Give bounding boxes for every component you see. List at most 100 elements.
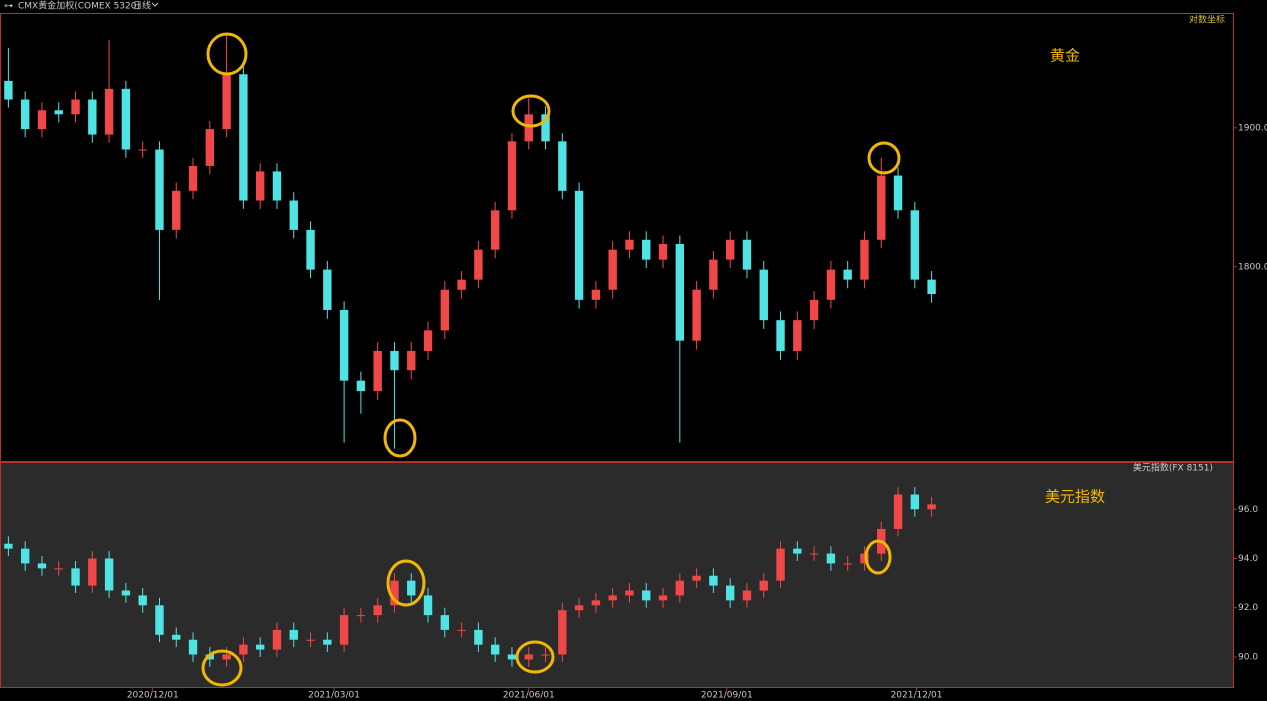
candle-body xyxy=(474,249,483,280)
candle-body xyxy=(809,299,819,321)
candle-body xyxy=(4,543,13,549)
candle-body xyxy=(524,114,533,142)
candle-body xyxy=(88,558,97,586)
candle-body xyxy=(608,595,617,601)
candle-body xyxy=(104,558,114,591)
highlight-ring xyxy=(201,649,243,687)
candle-body xyxy=(390,350,399,371)
candle-body xyxy=(490,210,500,250)
candle-body xyxy=(675,580,685,596)
candle-body xyxy=(507,141,517,211)
candle-body xyxy=(71,568,80,586)
candle-body xyxy=(776,320,785,351)
candle-body xyxy=(877,175,886,240)
dxy-title: 美元指数(FX 8151) xyxy=(1133,462,1213,474)
candle-body xyxy=(541,654,550,656)
candle-body xyxy=(440,615,450,630)
candle-body xyxy=(759,580,768,591)
candle-body xyxy=(759,269,768,321)
candle-body xyxy=(306,229,315,270)
dxy-panel xyxy=(0,462,1234,688)
candle-body xyxy=(658,595,668,601)
candle-body xyxy=(558,141,567,191)
candle-body xyxy=(155,149,164,230)
candle-body xyxy=(541,114,550,142)
candle-body xyxy=(104,88,114,135)
candle-body xyxy=(826,553,836,564)
candle-body xyxy=(457,629,466,631)
plot-area: 1800.0 1900.0 90.0 92.0 94.0 96.0 2020/12/01 20… xyxy=(4,34,1267,701)
candle-body xyxy=(54,568,63,570)
candle-body xyxy=(205,129,215,166)
candle-body xyxy=(826,269,836,300)
candle-body xyxy=(742,239,752,270)
candle-body xyxy=(71,99,80,115)
candle-body xyxy=(507,654,517,660)
candle-body xyxy=(37,110,47,130)
highlight-ring xyxy=(383,418,417,458)
candle-body xyxy=(675,244,685,341)
candle-body xyxy=(625,590,634,596)
gold-annotation: 黄金 xyxy=(1050,47,1080,65)
candle-body xyxy=(793,320,802,351)
candle-body xyxy=(725,239,735,260)
candle-body xyxy=(289,629,298,640)
candle-body xyxy=(272,629,282,650)
candle-body xyxy=(893,494,903,529)
candle-body xyxy=(407,350,416,371)
candle-body xyxy=(172,634,181,640)
candle-body xyxy=(608,249,617,290)
candle-body xyxy=(356,615,366,617)
candle-body xyxy=(239,74,248,201)
candle-body xyxy=(692,289,701,341)
y-tick-label: 92.0 xyxy=(1238,603,1258,613)
y-tick-label: 90.0 xyxy=(1238,652,1258,662)
highlight-ring xyxy=(386,559,426,607)
candle-body xyxy=(843,563,852,565)
link-icon: ⊶ xyxy=(4,2,13,12)
candle-body xyxy=(860,553,869,564)
gold-panel xyxy=(0,13,1234,462)
highlight-ring xyxy=(864,539,892,575)
scale-label[interactable]: 对数坐标 xyxy=(1189,14,1225,26)
highlight-ring xyxy=(511,94,551,128)
dropdown-arrow[interactable] xyxy=(151,2,159,7)
candle-body xyxy=(121,88,131,150)
candle-body xyxy=(138,595,147,606)
candle-body xyxy=(172,190,181,230)
highlight-ring xyxy=(206,32,248,76)
candle-body xyxy=(255,644,265,650)
candle-body xyxy=(339,309,349,381)
candle-body xyxy=(893,175,903,211)
candle-body xyxy=(239,644,248,655)
candle-body xyxy=(642,590,651,601)
candle-body xyxy=(222,74,231,130)
candle-body xyxy=(742,590,752,601)
candle-body xyxy=(457,279,466,290)
candle-body xyxy=(440,289,450,331)
candle-body xyxy=(205,654,215,660)
candle-body xyxy=(490,644,500,655)
candle-body xyxy=(121,590,131,596)
candle-body xyxy=(474,629,483,645)
candle-body xyxy=(188,165,198,191)
candle-body xyxy=(658,244,668,260)
dxy-annotation: 美元指数 xyxy=(1045,488,1105,506)
period-selector[interactable]: 日线 xyxy=(133,0,151,12)
candle-body xyxy=(323,639,332,645)
candle-body xyxy=(793,548,802,554)
highlight-ring xyxy=(515,640,555,674)
candle-body xyxy=(709,259,718,290)
candle-body xyxy=(20,99,30,130)
candle-body xyxy=(709,575,718,586)
candle-body xyxy=(860,239,869,280)
gold-title: CMX黄金加权(COMEX 5320) xyxy=(18,0,140,12)
candle-body xyxy=(642,239,651,260)
x-tick-label: 2021/12/01 xyxy=(891,691,943,701)
candle-body xyxy=(574,190,584,300)
candle-body xyxy=(155,605,164,635)
candle-body xyxy=(524,654,533,660)
candle-body xyxy=(222,654,231,660)
candle-body xyxy=(4,80,13,100)
candle-body xyxy=(373,350,382,392)
